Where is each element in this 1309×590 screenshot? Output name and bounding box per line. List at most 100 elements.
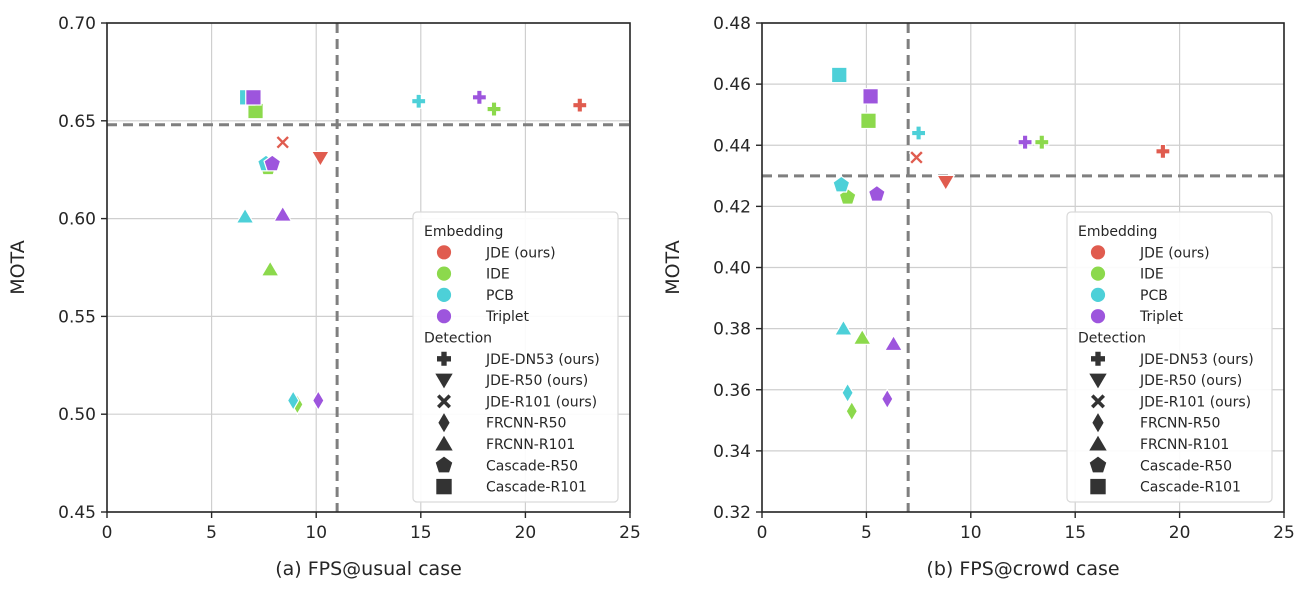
legend-marker-jde-r101-ours xyxy=(437,394,451,409)
legend-label-cascade-r101: Cascade-R101 xyxy=(486,480,587,496)
y-tick-label: 0.34 xyxy=(713,442,751,462)
point-jde-ours-jde-dn53-ours xyxy=(1155,143,1171,159)
legend-label-jde-ours: JDE (ours) xyxy=(1139,245,1210,261)
legend-marker-frcnn-r50 xyxy=(1092,413,1104,433)
legend-label-cascade-r101: Cascade-R101 xyxy=(1140,480,1241,496)
data-points xyxy=(235,89,588,416)
point-pcb-frcnn-r50 xyxy=(841,382,854,404)
legend-label-frcnn-r101: FRCNN-R101 xyxy=(486,437,575,453)
legend-label-triplet: Triplet xyxy=(485,309,530,325)
point-pcb-frcnn-r101 xyxy=(235,207,255,224)
x-tick-label: 5 xyxy=(206,523,217,543)
y-tick-label: 0.48 xyxy=(713,14,751,34)
legend-marker-frcnn-r101 xyxy=(1089,435,1107,451)
legend-group-title: Embedding xyxy=(424,224,503,240)
legend-marker-jde-ours xyxy=(1089,244,1107,261)
legend-marker-cascade-r50 xyxy=(1089,456,1107,473)
point-triplet-jde-dn53-ours xyxy=(471,89,487,105)
point-ide-frcnn-r101 xyxy=(852,328,872,345)
x-tick-label: 15 xyxy=(1064,523,1086,543)
legend-label-jde-r50-ours: JDE-R50 (ours) xyxy=(485,373,588,389)
legend-marker-jde-dn53-ours xyxy=(437,351,451,366)
legend-label-jde-dn53-ours: JDE-DN53 (ours) xyxy=(1139,352,1254,368)
legend-marker-jde-r101-ours xyxy=(1091,394,1105,409)
point-triplet-cascade-r101 xyxy=(245,89,262,106)
point-triplet-cascade-r101 xyxy=(862,88,879,105)
legend-marker-jde-r50-ours xyxy=(435,373,453,389)
legend-marker-ide xyxy=(435,265,453,282)
point-jde-ours-jde-dn53-ours xyxy=(572,97,588,113)
y-tick-label: 0.65 xyxy=(58,112,96,132)
point-ide-frcnn-r101 xyxy=(260,260,280,277)
y-tick-label: 0.60 xyxy=(58,210,96,230)
y-tick-label: 0.42 xyxy=(713,197,751,217)
legend-marker-triplet xyxy=(1089,307,1107,325)
point-pcb-jde-dn53-ours xyxy=(411,93,427,109)
legend-label-jde-r101-ours: JDE-R101 (ours) xyxy=(1139,394,1251,410)
point-jde-ours-jde-r101-ours xyxy=(908,149,925,166)
legend-marker-jde-ours xyxy=(435,244,453,261)
x-tick-label: 15 xyxy=(410,523,432,543)
legend-marker-jde-r50-ours xyxy=(1089,373,1107,389)
legend-marker-cascade-r101 xyxy=(1090,478,1106,495)
x-tick-label: 10 xyxy=(960,523,982,543)
legend-label-ide: IDE xyxy=(1140,267,1164,283)
legend-label-jde-ours: JDE (ours) xyxy=(485,245,556,261)
legend-label-frcnn-r101: FRCNN-R101 xyxy=(1140,437,1229,453)
legend-box xyxy=(1066,211,1273,503)
x-tick-label: 0 xyxy=(757,523,768,543)
point-triplet-frcnn-r50 xyxy=(311,389,325,412)
y-tick-label: 0.50 xyxy=(58,405,96,425)
legend-box xyxy=(412,211,619,503)
point-jde-ours-jde-r50-ours xyxy=(310,150,331,168)
y-tick-label: 0.36 xyxy=(713,381,751,401)
y-tick-label: 0.32 xyxy=(713,503,751,523)
x-tick-label: 5 xyxy=(861,523,872,543)
point-jde-ours-jde-r101-ours xyxy=(274,134,291,151)
chart-panel-a: 0 5 10 15 20 25 0.45 0.50 0.55 0.60 0.65 0.70 (a) FP… xyxy=(7,14,641,580)
point-pcb-frcnn-r50 xyxy=(286,389,300,412)
point-ide-jde-dn53-ours xyxy=(1034,134,1050,150)
point-ide-frcnn-r50 xyxy=(845,400,859,422)
legend-label-triplet: Triplet xyxy=(1139,309,1184,325)
x-axis-label: (b) FPS@crowd case xyxy=(926,558,1119,580)
legend-marker-frcnn-r50 xyxy=(438,413,450,433)
legend: Embedding JDE (ours) IDE PCB Triplet Detectio… xyxy=(412,211,619,503)
legend-group-title: Detection xyxy=(1078,331,1146,347)
x-tick-label: 20 xyxy=(1169,523,1191,543)
x-tick-label: 25 xyxy=(619,523,641,543)
legend-marker-pcb xyxy=(1089,286,1107,304)
point-triplet-cascade-r50 xyxy=(263,154,282,172)
legend-label-frcnn-r50: FRCNN-R50 xyxy=(1140,416,1220,432)
point-pcb-cascade-r101 xyxy=(830,66,848,84)
point-pcb-frcnn-r101 xyxy=(833,319,854,336)
point-triplet-frcnn-r101 xyxy=(272,205,293,222)
plot-frame xyxy=(106,22,631,513)
y-axis-label: MOTA xyxy=(662,240,684,294)
x-tick-label: 10 xyxy=(305,523,327,543)
legend-label-jde-r101-ours: JDE-R101 (ours) xyxy=(485,394,597,410)
legend-label-jde-dn53-ours: JDE-DN53 (ours) xyxy=(485,352,600,368)
point-triplet-frcnn-r101 xyxy=(883,334,904,352)
y-tick-label: 0.70 xyxy=(58,14,96,34)
point-ide-cascade-r101 xyxy=(247,102,264,120)
point-triplet-cascade-r50 xyxy=(867,184,886,202)
point-triplet-frcnn-r50 xyxy=(880,388,894,410)
data-points xyxy=(830,66,1171,422)
point-ide-cascade-r101 xyxy=(860,112,877,130)
legend-group-title: Embedding xyxy=(1078,224,1157,240)
legend-label-cascade-r50: Cascade-R50 xyxy=(1140,458,1232,474)
legend: Embedding JDE (ours) IDE PCB Triplet Detectio… xyxy=(1066,211,1273,503)
legend-label-ide: IDE xyxy=(486,267,510,283)
legend-label-pcb: PCB xyxy=(486,288,514,304)
point-ide-jde-dn53-ours xyxy=(486,101,502,117)
point-triplet-jde-dn53-ours xyxy=(1017,134,1033,150)
x-tick-label: 25 xyxy=(1273,523,1295,543)
y-tick-label: 0.45 xyxy=(58,503,96,523)
legend-label-cascade-r50: Cascade-R50 xyxy=(486,458,578,474)
legend-marker-ide xyxy=(1089,265,1107,282)
y-tick-label: 0.40 xyxy=(713,259,751,279)
legend-group-title: Detection xyxy=(424,331,492,347)
legend-label-frcnn-r50: FRCNN-R50 xyxy=(486,416,566,432)
y-tick-label: 0.46 xyxy=(713,75,751,95)
